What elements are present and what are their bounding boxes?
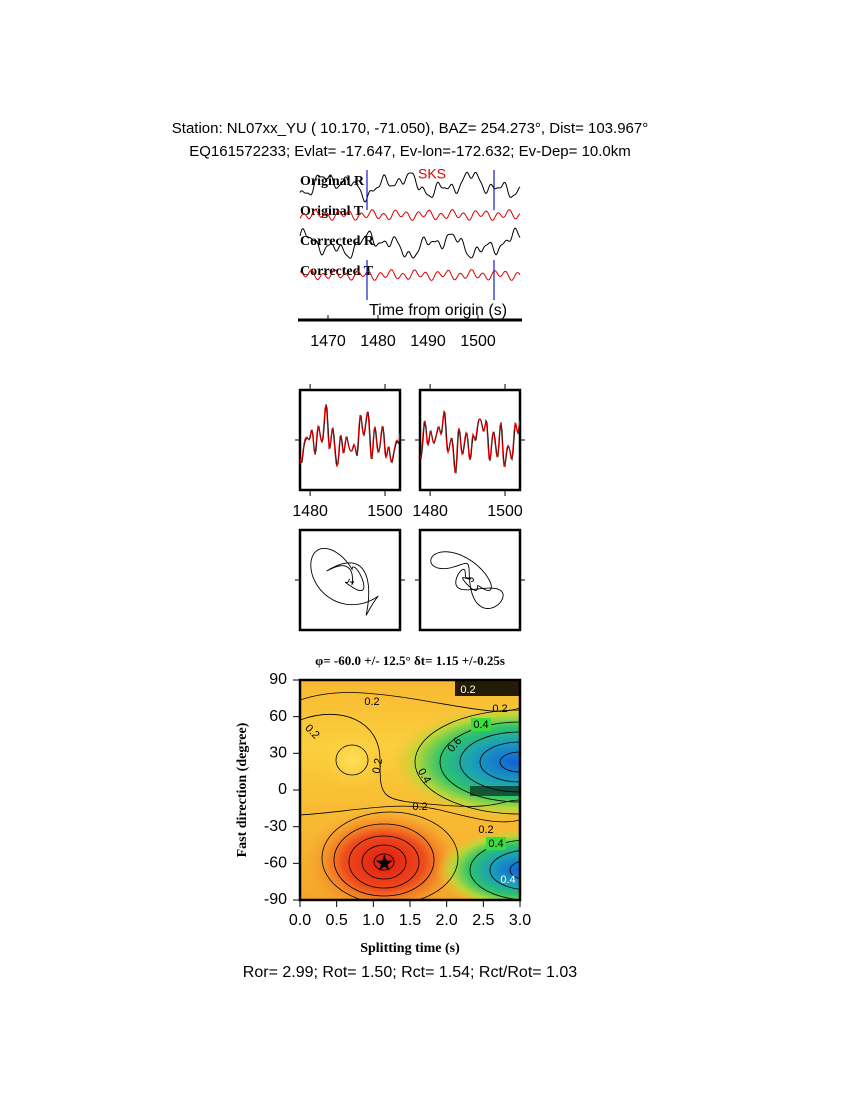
waveform-trace [299, 209, 521, 221]
y-tick-label: -90 [264, 891, 287, 908]
panel-frame [298, 388, 402, 492]
trace-label: Corrected R [300, 234, 375, 249]
waveform-trace [420, 411, 520, 474]
x-tick-label: 1490 [410, 333, 446, 350]
best-fit-star [375, 854, 393, 871]
contour-label: 0.4 [473, 719, 488, 731]
x-tick-label: 1500 [460, 333, 496, 350]
waveform-trace [299, 227, 521, 259]
y-axis-title: Fast direction (degree) [235, 722, 250, 857]
x-tick-label: 0.5 [326, 912, 348, 929]
x-tick-label: 1500 [487, 503, 523, 520]
contour-field [300, 680, 520, 900]
x-tick-label: 1470 [310, 333, 346, 350]
contour-label: 0.2 [460, 684, 475, 696]
panel-waveforms [300, 404, 400, 467]
particle-motion [310, 547, 379, 616]
y-tick-label: 90 [269, 671, 287, 688]
waveform-trace [299, 269, 521, 281]
x-tick-label: 0.0 [289, 912, 311, 929]
y-tick-label: -30 [264, 818, 287, 835]
event-title: EQ161572233; Evlat= -17.647, Ev-lon=-172… [189, 143, 631, 160]
x-tick-label: 1500 [367, 503, 403, 520]
contour-label: 0.2 [478, 824, 493, 836]
contour-label: 0.2 [371, 757, 385, 774]
contour-label: 0.2 [364, 696, 379, 708]
y-tick-label: 30 [269, 745, 287, 762]
panel-frame [298, 528, 402, 632]
particle-motion [430, 551, 504, 609]
x-tick-label: 1.5 [399, 912, 421, 929]
x-tick-label: 1480 [360, 333, 396, 350]
x-axis-title: Splitting time (s) [360, 941, 460, 956]
x-axis-title: Time from origin (s) [369, 302, 507, 319]
waveform-trace [300, 404, 400, 467]
contour-label: 0.4 [488, 838, 503, 850]
x-tick-label: 3.0 [509, 912, 531, 929]
x-tick-label: 2.5 [472, 912, 494, 929]
phase-label: SKS [418, 166, 446, 182]
x-tick-label: 2.0 [436, 912, 458, 929]
station-title: Station: NL07xx_YU ( 10.170, -71.050), B… [172, 120, 648, 137]
y-tick-label: 60 [269, 708, 287, 725]
panel-waveforms [420, 409, 520, 474]
x-tick-label: 1480 [412, 503, 448, 520]
contour-label: 0.4 [500, 874, 515, 886]
y-tick-label: 0 [278, 781, 287, 798]
trace-label: Original T [300, 204, 364, 219]
footer: Ror= 2.99; Rot= 1.50; Rct= 1.54; Rct/Rot… [243, 964, 578, 981]
contour-label: 0.2 [492, 703, 507, 715]
contour-title: φ= -60.0 +/- 12.5° δt= 1.15 +/-0.25s [315, 653, 505, 668]
waveform-trace [299, 171, 521, 203]
y-tick-label: -60 [264, 855, 287, 872]
contour-label: 0.2 [412, 801, 427, 813]
motion-path [310, 547, 379, 616]
motion-path [430, 551, 504, 609]
x-tick-label: 1.0 [362, 912, 384, 929]
x-tick-label: 1480 [292, 503, 328, 520]
